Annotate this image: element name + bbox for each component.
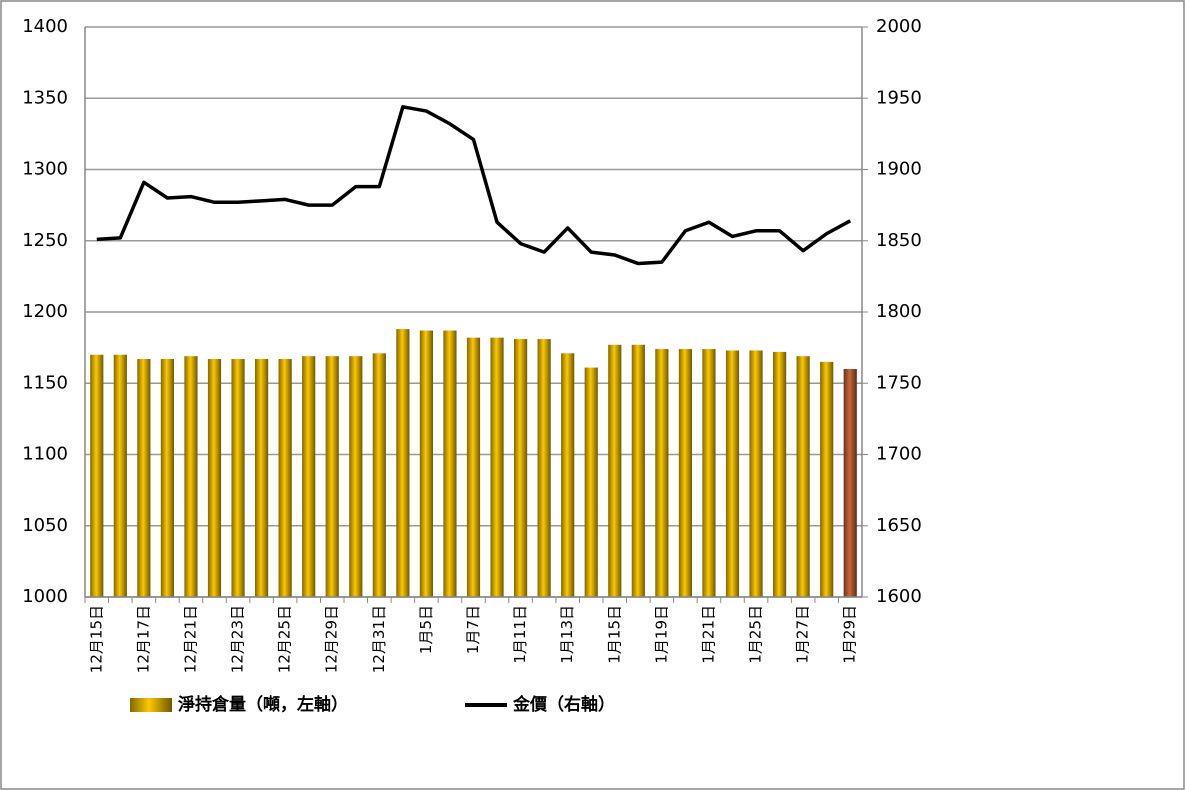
x-tick-label: 1月25日 bbox=[747, 605, 765, 664]
x-tick-label: 1月7日 bbox=[464, 605, 482, 654]
bar bbox=[772, 351, 787, 597]
x-tick-label: 1月13日 bbox=[558, 605, 576, 664]
y-tick-label: 1200 bbox=[22, 301, 68, 322]
bar bbox=[820, 361, 834, 597]
bar bbox=[749, 350, 763, 597]
bar bbox=[207, 359, 222, 597]
bar bbox=[137, 359, 151, 597]
bar bbox=[349, 356, 363, 597]
x-tick-label: 1月19日 bbox=[652, 605, 670, 664]
x-tick-label: 1月29日 bbox=[841, 605, 859, 664]
bar bbox=[254, 359, 269, 597]
bar bbox=[443, 330, 457, 597]
y2-tick-label: 1750 bbox=[876, 372, 922, 393]
y-tick-label: 1300 bbox=[22, 159, 68, 180]
bar bbox=[278, 359, 292, 597]
y-tick-label: 1000 bbox=[22, 586, 68, 607]
bar bbox=[490, 337, 504, 597]
bar bbox=[608, 344, 622, 597]
legend-label: 淨持倉量（噸，左軸） bbox=[178, 694, 348, 715]
y-tick-label: 1350 bbox=[22, 87, 68, 108]
y2-tick-label: 1800 bbox=[876, 301, 922, 322]
bar bbox=[302, 356, 316, 597]
x-tick-label: 12月17日 bbox=[134, 605, 152, 673]
bar bbox=[796, 356, 810, 597]
x-tick-label: 12月31日 bbox=[370, 605, 388, 673]
bar bbox=[584, 367, 598, 597]
bar bbox=[537, 339, 551, 597]
y2-tick-label: 1650 bbox=[876, 515, 922, 536]
bar bbox=[631, 344, 645, 597]
bar bbox=[419, 330, 434, 597]
line bbox=[96, 105, 852, 266]
bar bbox=[396, 329, 410, 597]
bar bbox=[231, 359, 245, 597]
bar bbox=[466, 337, 481, 597]
y-tick-label: 1400 bbox=[22, 16, 68, 37]
y2-tick-label: 1850 bbox=[876, 230, 922, 251]
bar bbox=[513, 339, 528, 597]
x-tick-label: 1月11日 bbox=[511, 605, 529, 664]
bar bbox=[702, 349, 716, 597]
bar bbox=[160, 359, 175, 597]
legend-label: 金價（右軸） bbox=[512, 694, 615, 715]
bar bbox=[561, 353, 575, 597]
x-tick-label: 1月15日 bbox=[605, 605, 623, 664]
x-tick-label: 12月25日 bbox=[276, 605, 294, 673]
y-tick-label: 1250 bbox=[22, 230, 68, 251]
bar bbox=[184, 356, 198, 597]
bar bbox=[372, 353, 386, 597]
y-tick-label: 1150 bbox=[22, 372, 68, 393]
y2-tick-label: 2000 bbox=[876, 16, 922, 37]
x-tick-label: 12月23日 bbox=[229, 605, 247, 673]
x-tick-label: 12月15日 bbox=[87, 605, 105, 673]
x-tick-label: 1月21日 bbox=[699, 605, 717, 664]
y-tick-label: 1050 bbox=[22, 515, 68, 536]
legend-swatch bbox=[130, 698, 172, 712]
bar bbox=[655, 349, 669, 597]
y2-tick-label: 1700 bbox=[876, 444, 922, 465]
x-tick-label: 12月21日 bbox=[181, 605, 199, 673]
y2-tick-label: 1900 bbox=[876, 159, 922, 180]
y2-tick-label: 1600 bbox=[876, 586, 922, 607]
y-tick-label: 1100 bbox=[22, 444, 68, 465]
bar bbox=[725, 350, 740, 597]
x-tick-label: 1月5日 bbox=[417, 605, 435, 654]
bar bbox=[113, 354, 127, 597]
x-tick-label: 1月27日 bbox=[794, 605, 812, 664]
y2-tick-label: 1950 bbox=[876, 87, 922, 108]
bar bbox=[90, 354, 104, 597]
x-tick-label: 12月29日 bbox=[323, 605, 341, 673]
bar bbox=[678, 349, 693, 597]
bar bbox=[325, 356, 339, 597]
bar bbox=[843, 369, 857, 597]
